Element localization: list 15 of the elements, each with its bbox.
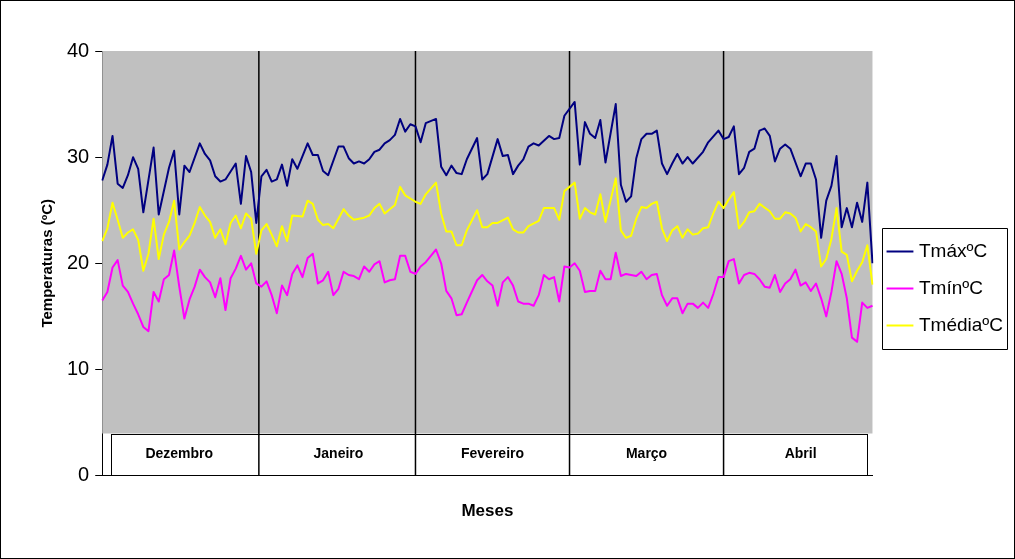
y-tick-label: 20	[67, 250, 90, 273]
legend-label: TmédiaºC	[918, 313, 1003, 335]
y-tick-label: 10	[67, 356, 90, 379]
legend-label: TmínºC	[918, 276, 983, 298]
y-tick-label: 40	[67, 38, 90, 61]
x-tick-label: Março	[625, 445, 668, 462]
legend-label: TmáxºC	[918, 239, 988, 261]
x-tick-label: Abril	[784, 445, 817, 462]
x-axis-title: Meses	[461, 501, 514, 521]
y-tick-label: 30	[67, 144, 90, 167]
y-axis-title: Temperaturas (ºC)	[38, 199, 56, 328]
y-tick-label: 0	[78, 463, 90, 486]
x-tick-label: Fevereiro	[460, 445, 525, 462]
x-tick-label: Janeiro	[313, 445, 364, 462]
x-tick-label: Dezembro	[145, 445, 214, 462]
